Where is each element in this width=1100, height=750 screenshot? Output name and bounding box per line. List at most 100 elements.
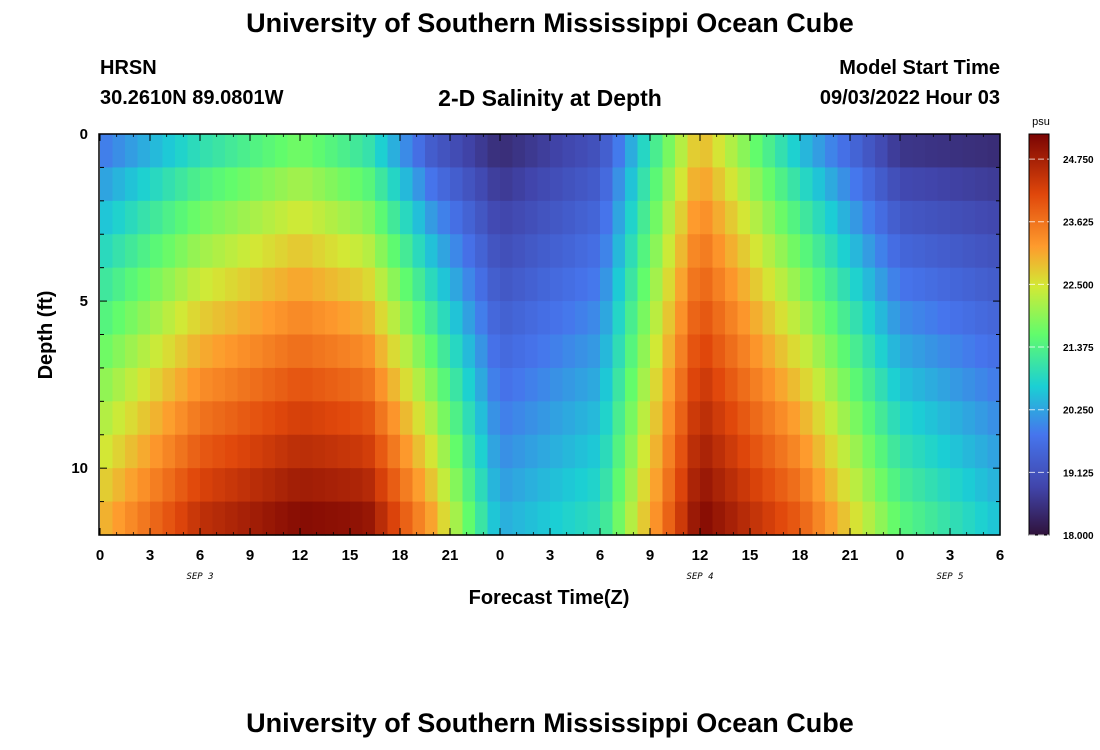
heatmap-cell: [525, 167, 539, 202]
heatmap-cell: [312, 334, 326, 369]
heatmap-cell: [312, 267, 326, 302]
heatmap-cell: [350, 234, 364, 269]
heatmap-cell: [875, 434, 889, 469]
heatmap-cell: [675, 401, 689, 436]
heatmap-cell: [737, 501, 751, 536]
heatmap-cell: [100, 234, 114, 269]
heatmap-cell: [850, 334, 864, 369]
heatmap-cell: [575, 501, 589, 536]
heatmap-cell: [487, 367, 501, 402]
heatmap-cell: [175, 200, 189, 235]
heatmap-cell: [412, 167, 426, 202]
heatmap-cell: [862, 434, 876, 469]
heatmap-cell: [712, 134, 726, 169]
heatmap-cell: [412, 301, 426, 336]
heatmap-cell: [437, 167, 451, 202]
heatmap-cell: [775, 401, 789, 436]
heatmap-cell: [425, 301, 439, 336]
heatmap-cell: [112, 267, 126, 302]
heatmap-cell: [975, 134, 989, 169]
heatmap-cell: [587, 367, 601, 402]
heatmap-cell: [287, 200, 301, 235]
heatmap-cell: [900, 501, 914, 536]
heatmap-cell: [675, 234, 689, 269]
heatmap-cell: [100, 334, 114, 369]
heatmap-cell: [537, 234, 551, 269]
heatmap-cell: [137, 301, 151, 336]
heatmap-cell: [525, 401, 539, 436]
x-date-label: SEP 4: [686, 572, 713, 582]
heatmap-cell: [562, 334, 576, 369]
heatmap-cell: [125, 401, 139, 436]
heatmap-cell: [187, 301, 201, 336]
heatmap-cell: [237, 501, 251, 536]
heatmap-cell: [575, 267, 589, 302]
heatmap-cell: [962, 234, 976, 269]
heatmap-cell: [587, 334, 601, 369]
x-date-label: SEP 3: [186, 572, 213, 582]
heatmap-cell: [862, 501, 876, 536]
heatmap-cell: [887, 134, 901, 169]
heatmap-cell: [300, 468, 314, 503]
heatmap-cell: [612, 401, 626, 436]
heatmap-cell: [262, 234, 276, 269]
heatmap-cell: [875, 367, 889, 402]
heatmap-cell: [712, 367, 726, 402]
heatmap-cell: [950, 334, 964, 369]
heatmap-cell: [787, 267, 801, 302]
heatmap-cell: [312, 167, 326, 202]
heatmap-cell: [812, 134, 826, 169]
x-tick-label: 0: [496, 547, 504, 564]
heatmap-cell: [237, 234, 251, 269]
heatmap-cell: [837, 134, 851, 169]
heatmap-cell: [337, 501, 351, 536]
heatmap-cell: [312, 367, 326, 402]
heatmap-cell: [375, 367, 389, 402]
heatmap-cell: [387, 234, 401, 269]
heatmap-cell: [450, 367, 464, 402]
heatmap-cell: [612, 468, 626, 503]
heatmap-cell: [762, 468, 776, 503]
heatmap-cell: [700, 234, 714, 269]
heatmap-cell: [900, 134, 914, 169]
heatmap-cell: [362, 267, 376, 302]
heatmap-cell: [800, 501, 814, 536]
heatmap-cell: [425, 267, 439, 302]
heatmap-cell: [912, 134, 926, 169]
heatmap-cell: [775, 367, 789, 402]
heatmap-cell: [775, 134, 789, 169]
heatmap-cell: [512, 334, 526, 369]
heatmap-cell: [362, 501, 376, 536]
heatmap-cell: [812, 200, 826, 235]
heatmap-cell: [787, 301, 801, 336]
heatmap-cell: [675, 267, 689, 302]
heatmap-cell: [262, 134, 276, 169]
heatmap-cell: [675, 367, 689, 402]
heatmap-cell: [900, 334, 914, 369]
heatmap-cell: [412, 334, 426, 369]
x-tick-label: 9: [646, 547, 654, 564]
colorbar-tick-label: 18.000: [1063, 531, 1094, 542]
heatmap-cell: [125, 134, 139, 169]
model-start-value: 09/03/2022 Hour 03: [819, 87, 1000, 109]
heatmap-cell: [987, 367, 1001, 402]
heatmap-cell: [287, 134, 301, 169]
heatmap-cell: [200, 134, 214, 169]
heatmap-cell: [112, 234, 126, 269]
heatmap-cell: [287, 468, 301, 503]
heatmap-cell: [800, 468, 814, 503]
heatmap-cell: [375, 267, 389, 302]
heatmap-cell: [512, 234, 526, 269]
heatmap-cell: [150, 501, 164, 536]
heatmap-cell: [362, 468, 376, 503]
x-tick-label: 21: [442, 547, 459, 564]
heatmap-cell: [200, 301, 214, 336]
x-tick-label: 12: [292, 547, 309, 564]
heatmap-cell: [625, 301, 639, 336]
heatmap-cell: [112, 501, 126, 536]
heatmap-cell: [200, 501, 214, 536]
heatmap-cell: [862, 468, 876, 503]
heatmap-cell: [387, 134, 401, 169]
heatmap-cell: [962, 134, 976, 169]
heatmap-cell: [787, 234, 801, 269]
